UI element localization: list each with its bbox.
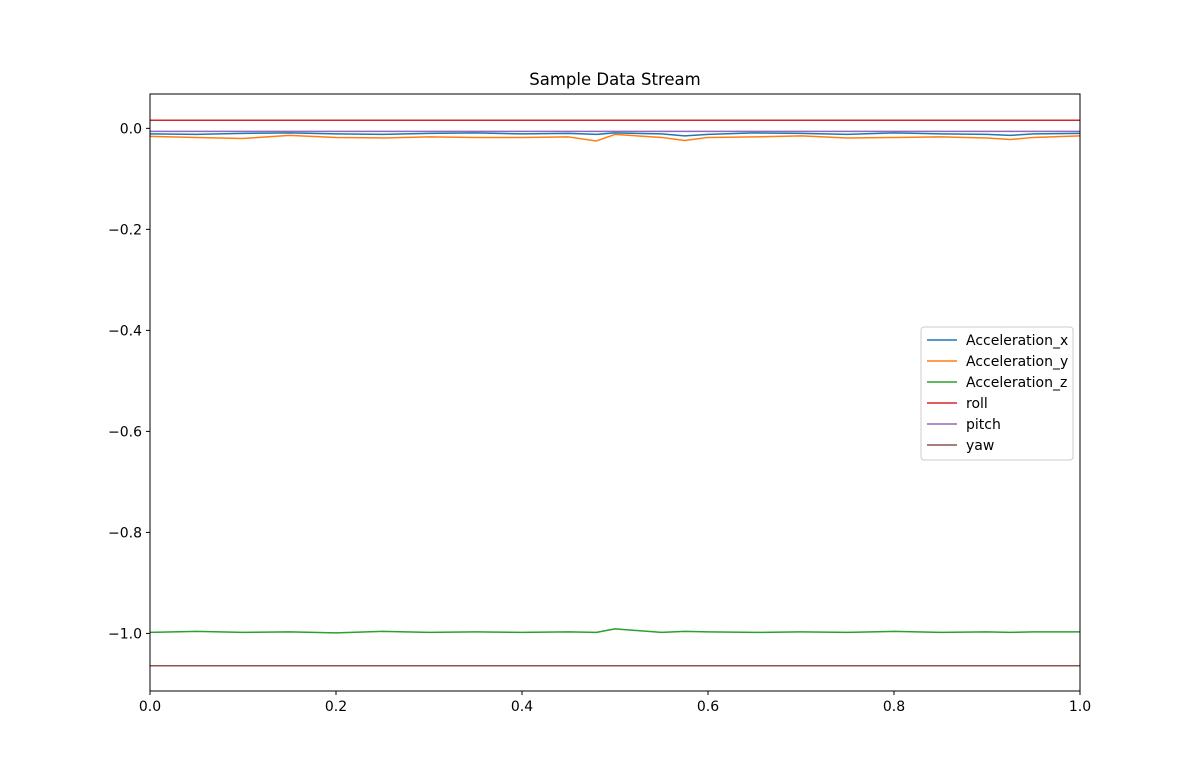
series-line-2 xyxy=(149,628,1080,634)
y-tick-label: −0.4 xyxy=(108,323,142,339)
x-tick-label: 0.2 xyxy=(325,699,347,715)
legend-label: Acceleration_z xyxy=(966,375,1067,391)
x-tick-label: 0.0 xyxy=(139,699,161,715)
y-tick-label: 0.0 xyxy=(120,121,142,137)
x-axis: 0.0 0.2 0.4 0.6 0.8 1.0 xyxy=(139,691,1091,715)
series-line-0 xyxy=(149,132,1081,137)
chart-title: Sample Data Stream xyxy=(529,70,700,89)
series-layer xyxy=(149,119,1081,667)
x-tick-label: 0.4 xyxy=(511,699,533,715)
legend-label: roll xyxy=(966,396,988,412)
plot-frame xyxy=(149,93,1081,692)
x-tick-label: 1.0 xyxy=(1069,699,1091,715)
y-tick-label: −0.2 xyxy=(108,222,142,238)
legend-label: Acceleration_x xyxy=(966,333,1068,349)
legend: Acceleration_x Acceleration_y Acceleration… xyxy=(920,326,1074,461)
legend-label: pitch xyxy=(966,417,1001,433)
y-tick-label: −0.6 xyxy=(108,424,142,440)
legend-label: Acceleration_y xyxy=(966,354,1068,370)
y-tick-label: −0.8 xyxy=(108,525,142,541)
x-tick-label: 0.8 xyxy=(883,699,905,715)
legend-label: yaw xyxy=(966,438,994,454)
x-tick-label: 0.6 xyxy=(697,699,719,715)
series-line-1 xyxy=(149,133,1081,142)
y-tick-label: −1.0 xyxy=(108,626,142,642)
y-axis: 0.0 −0.2 −0.4 −0.6 −0.8 −1.0 xyxy=(108,121,150,642)
legend-box xyxy=(920,326,1074,461)
